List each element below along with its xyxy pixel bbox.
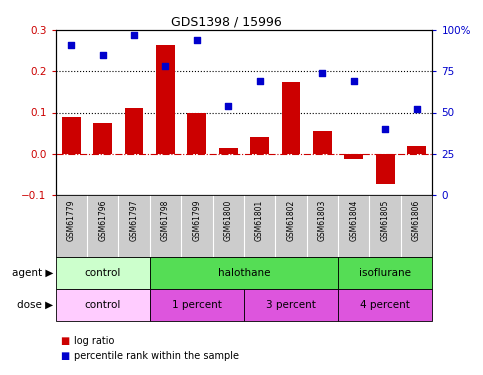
Bar bbox=[93, 123, 112, 154]
Text: GSM61802: GSM61802 bbox=[286, 200, 296, 241]
Text: control: control bbox=[85, 300, 121, 310]
Text: GSM61805: GSM61805 bbox=[381, 200, 390, 242]
Text: ■: ■ bbox=[60, 351, 70, 361]
Bar bbox=[56, 289, 150, 321]
Point bbox=[161, 63, 170, 69]
Point bbox=[193, 37, 201, 43]
Text: isoflurane: isoflurane bbox=[359, 268, 411, 278]
Point bbox=[224, 103, 232, 109]
Text: GSM61804: GSM61804 bbox=[349, 200, 358, 242]
Bar bbox=[338, 257, 432, 289]
Text: log ratio: log ratio bbox=[74, 336, 114, 346]
Bar bbox=[150, 257, 338, 289]
Text: 1 percent: 1 percent bbox=[172, 300, 222, 310]
Text: halothane: halothane bbox=[218, 268, 270, 278]
Point bbox=[319, 70, 327, 76]
Bar bbox=[62, 117, 81, 154]
Bar bbox=[219, 148, 238, 154]
Text: GSM61779: GSM61779 bbox=[67, 200, 76, 242]
Bar bbox=[125, 108, 143, 154]
Bar bbox=[56, 257, 150, 289]
Point bbox=[130, 32, 138, 38]
Text: GSM61803: GSM61803 bbox=[318, 200, 327, 242]
Point bbox=[350, 78, 357, 84]
Point bbox=[382, 126, 389, 132]
Bar bbox=[150, 289, 244, 321]
Text: GSM61797: GSM61797 bbox=[129, 200, 139, 242]
Text: GSM61806: GSM61806 bbox=[412, 200, 421, 242]
Point bbox=[287, 20, 295, 26]
Bar bbox=[376, 154, 395, 184]
Text: 3 percent: 3 percent bbox=[266, 300, 316, 310]
Text: control: control bbox=[85, 268, 121, 278]
Point bbox=[68, 42, 75, 48]
Bar bbox=[187, 113, 206, 154]
Bar bbox=[282, 82, 300, 154]
Text: GSM61799: GSM61799 bbox=[192, 200, 201, 242]
Point bbox=[412, 106, 420, 112]
Text: ■: ■ bbox=[60, 336, 70, 346]
Bar bbox=[156, 45, 175, 154]
Bar bbox=[250, 137, 269, 154]
Point bbox=[99, 52, 107, 58]
Text: GSM61796: GSM61796 bbox=[98, 200, 107, 242]
Text: GSM61798: GSM61798 bbox=[161, 200, 170, 242]
Text: GSM61800: GSM61800 bbox=[224, 200, 233, 242]
Text: GDS1398 / 15996: GDS1398 / 15996 bbox=[171, 15, 282, 28]
Bar bbox=[338, 289, 432, 321]
Point bbox=[256, 78, 264, 84]
Text: agent ▶: agent ▶ bbox=[12, 268, 53, 278]
Bar bbox=[407, 146, 426, 154]
Bar bbox=[313, 132, 332, 154]
Bar bbox=[344, 154, 363, 159]
Text: 4 percent: 4 percent bbox=[360, 300, 410, 310]
Text: dose ▶: dose ▶ bbox=[17, 300, 53, 310]
Text: percentile rank within the sample: percentile rank within the sample bbox=[74, 351, 239, 361]
Text: GSM61801: GSM61801 bbox=[255, 200, 264, 241]
Bar bbox=[244, 289, 338, 321]
